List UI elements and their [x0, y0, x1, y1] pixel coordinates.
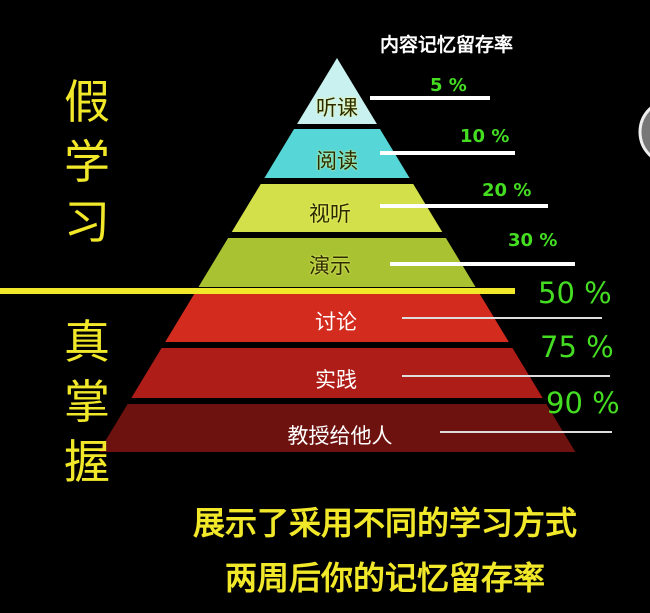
layer-label-audiovisual: 视听 [309, 202, 351, 226]
side-char: 真 [64, 315, 110, 369]
layer-label-discussion: 讨论 [315, 310, 357, 334]
caption-line-2: 两周后你的记忆留存率 [224, 559, 545, 597]
side-char: 掌 [64, 375, 110, 429]
pyramid-layer [264, 129, 410, 178]
layer-label-reading: 阅读 [316, 149, 358, 173]
retention-title: 内容记忆留存率 [380, 34, 514, 56]
retention-teach-others: 90 % [546, 386, 620, 420]
retention-demonstration: 30 % [508, 230, 558, 251]
retention-audiovisual: 20 % [482, 180, 532, 201]
true-mastery-label: 真 掌 握 [62, 312, 112, 492]
retention-reading: 10 % [460, 126, 510, 147]
side-char: 假 [64, 75, 110, 129]
layer-label-teach-others: 教授给他人 [287, 424, 393, 448]
retention-discussion: 50 % [538, 276, 612, 310]
retention-practice: 75 % [540, 330, 614, 364]
layer-label-demonstration: 演示 [309, 254, 351, 278]
partial-avatar [638, 106, 650, 158]
fake-learning-label: 假 学 习 [62, 72, 112, 252]
pyramid-layer [297, 58, 377, 124]
pyramid-layer [131, 348, 543, 398]
side-char: 习 [64, 195, 110, 249]
side-char: 学 [64, 135, 110, 189]
side-char: 握 [64, 435, 110, 489]
caption-line-1: 展示了采用不同的学习方式 [192, 504, 577, 542]
layer-label-lecture: 听课 [316, 96, 358, 120]
retention-lecture: 5 % [430, 75, 467, 96]
pyramid-layer [98, 404, 576, 452]
pyramid-layer [231, 184, 443, 232]
pyramid-layer [165, 293, 509, 342]
layer-label-practice: 实践 [315, 368, 357, 392]
pyramid-layer [198, 238, 476, 287]
